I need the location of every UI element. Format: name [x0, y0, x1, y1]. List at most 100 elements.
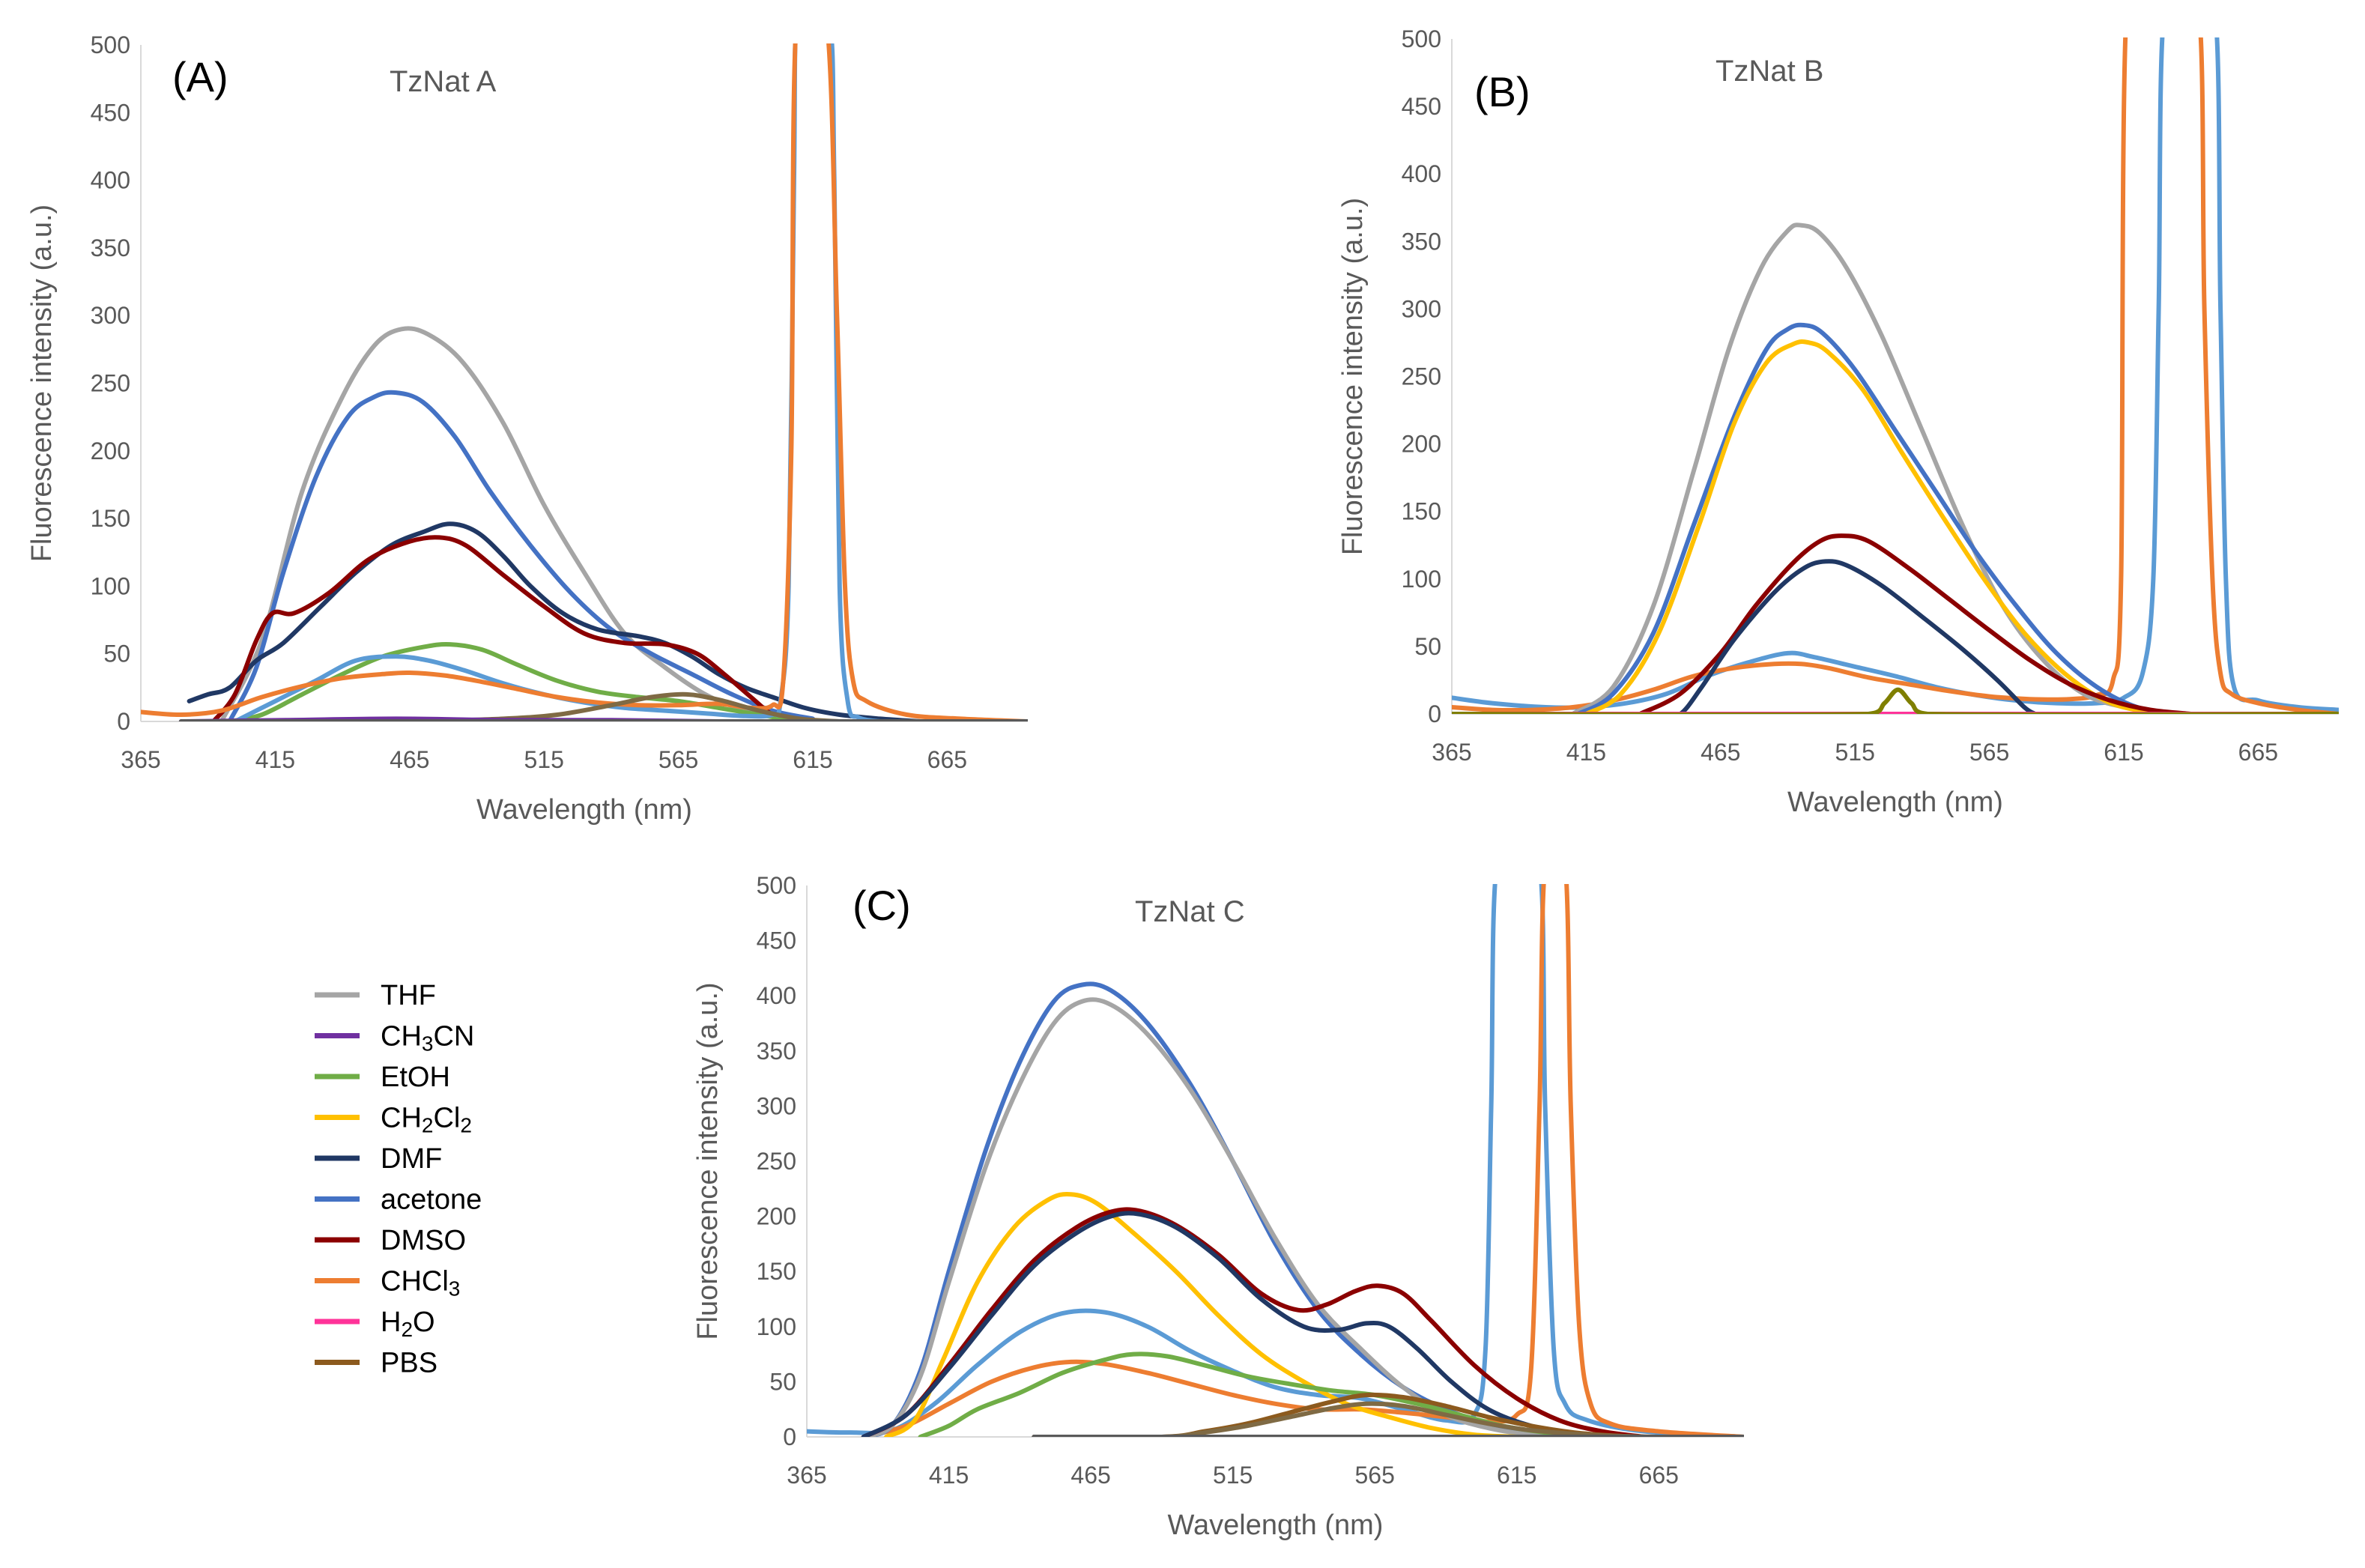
x-tick-label: 365 [787, 1462, 826, 1489]
series-line-acetone [227, 390, 815, 721]
y-tick-label: 0 [783, 1423, 796, 1450]
legend-item-thf: THF [315, 980, 436, 1011]
legend-label: PBS [381, 1348, 437, 1379]
legend-item-dmso: DMSO [315, 1225, 466, 1256]
x-axis-label: Wavelength (nm) [1787, 787, 2003, 818]
legend-label: EtOH [381, 1062, 450, 1093]
legend-item-etoh: EtOH [315, 1062, 450, 1093]
y-tick-label: 500 [1402, 25, 1441, 52]
legend-label: CH3CN [381, 1021, 474, 1056]
series-line-ch2cl2 [1584, 339, 2180, 714]
y-tick-label: 350 [91, 234, 130, 261]
series-line-dmf [861, 1211, 1619, 1437]
x-tick-label: 615 [793, 746, 832, 773]
series-line-chcl3 [1452, 37, 2339, 714]
series-line-pbs [1452, 687, 2339, 714]
legend-item-chcl3: CHCl3 [315, 1266, 460, 1301]
x-tick-label: 465 [1071, 1462, 1110, 1489]
legend-label: THF [381, 980, 436, 1011]
legend: THF CH3CN EtOH CH2Cl2 DMF acetone DMSO CHCl3 H2O… [315, 980, 482, 1379]
x-tick-label: 415 [1566, 739, 1606, 766]
series-line-dmf [187, 521, 923, 721]
y-tick-label: 400 [757, 982, 796, 1009]
series-line-chcl3 [141, 43, 1028, 721]
x-tick-label: 415 [255, 746, 295, 773]
y-tick-label: 200 [91, 438, 130, 464]
panel-label: (C) [853, 882, 911, 929]
y-tick-label: 100 [757, 1313, 796, 1340]
y-tick-label: 150 [757, 1258, 796, 1285]
chart-panel-b: 0 50 100 150 200 250 300 350 400 450 500 365 415 465 5… [1337, 25, 2339, 818]
y-tick-label: 250 [1402, 363, 1441, 390]
y-tick-label: 350 [757, 1038, 796, 1065]
x-tick-label: 515 [1213, 1462, 1253, 1489]
x-tick-label: 615 [1497, 1462, 1536, 1489]
y-tick-label: 50 [103, 641, 130, 668]
legend-label: CHCl3 [381, 1266, 460, 1301]
panel-label: (A) [172, 53, 228, 100]
legend-label: CH2Cl2 [381, 1103, 472, 1137]
y-tick-label: 450 [1402, 93, 1441, 120]
x-tick-label: 515 [1835, 739, 1874, 766]
series-line-dmso [1638, 533, 2193, 714]
series-line-etoh [918, 1351, 1590, 1437]
y-tick-label: 150 [91, 505, 130, 532]
y-tick-label: 150 [1402, 498, 1441, 525]
legend-item-pbs: PBS [315, 1348, 437, 1379]
legend-item-dmf: DMF [315, 1143, 442, 1175]
y-tick-label: 200 [757, 1203, 796, 1230]
panel-title: TzNat A [390, 65, 497, 98]
y-tick-label: 300 [91, 302, 130, 329]
series-line-dmso [211, 535, 796, 721]
panel-title: TzNat B [1716, 55, 1823, 88]
legend-label: H2O [381, 1307, 435, 1341]
series-line-dmf [1659, 559, 2038, 714]
series-line-chcl3-scatter- [232, 43, 882, 721]
legend-item-ch3cn: CH3CN [315, 1021, 474, 1056]
x-tick-label: 415 [929, 1462, 969, 1489]
y-tick-label: 350 [1402, 228, 1441, 255]
y-axis-label: Fluorescence intensity (a.u.) [1337, 198, 1369, 555]
panel-title: TzNat C [1135, 895, 1245, 928]
y-tick-label: 0 [117, 708, 130, 735]
panel-label: (B) [1474, 68, 1530, 115]
legend-label: DMSO [381, 1225, 466, 1256]
series-group [141, 43, 1028, 721]
x-tick-label: 515 [524, 746, 563, 773]
y-axis-label: Fluorescence intensity (a.u.) [26, 205, 58, 562]
y-tick-label: 200 [1402, 431, 1441, 458]
y-tick-label: 400 [1402, 160, 1441, 187]
legend-label: DMF [381, 1143, 442, 1175]
legend-item-ch2cl2: CH2Cl2 [315, 1103, 472, 1137]
series-line-ch2cl2 [884, 1191, 1519, 1437]
series-line-acetone [1575, 322, 2180, 714]
x-tick-label: 665 [1639, 1462, 1679, 1489]
y-tick-label: 0 [1428, 700, 1441, 727]
y-tick-label: 50 [769, 1368, 796, 1395]
x-tick-label: 665 [927, 746, 967, 773]
y-tick-label: 50 [1414, 633, 1441, 660]
y-tick-label: 450 [91, 99, 130, 126]
y-tick-label: 300 [1402, 295, 1441, 322]
x-tick-label: 565 [658, 746, 698, 773]
x-tick-label: 565 [1969, 739, 2009, 766]
legend-item-acetone: acetone [315, 1184, 482, 1216]
series-line-thf [219, 326, 829, 721]
chart-panel-c: 0 50 100 150 200 250 300 350 400 450 500 365 415 465 5… [692, 872, 1744, 1541]
x-tick-label: 365 [121, 746, 160, 773]
x-tick-label: 615 [2104, 739, 2143, 766]
legend-label: acetone [381, 1184, 482, 1216]
legend-item-h2o: H2O [315, 1307, 435, 1341]
x-tick-label: 665 [2238, 739, 2278, 766]
x-axis-label: Wavelength (nm) [1168, 1510, 1384, 1541]
series-line-thf [1570, 223, 2166, 714]
series-group [807, 884, 1744, 1437]
y-tick-label: 100 [91, 572, 130, 599]
y-tick-label: 500 [757, 872, 796, 899]
y-tick-label: 500 [91, 31, 130, 58]
series-group [1452, 37, 2339, 714]
series-line-dmso [861, 1207, 1647, 1437]
x-tick-label: 365 [1432, 739, 1471, 766]
